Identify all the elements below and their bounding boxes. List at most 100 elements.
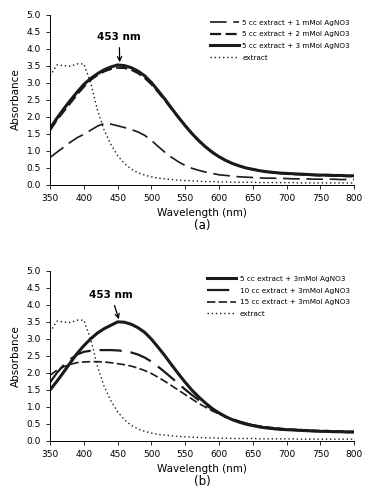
- extract: [122, 417, 127, 423]
- extract: [190, 434, 194, 440]
- 10 cc extract + 3mMol AgNO3: [68, 356, 73, 362]
- 15 cc extract + 3mMol AgNO3: [203, 404, 208, 410]
- 5 cc extract + 3mMol AgNO3: [48, 387, 52, 393]
- 5 cc extract + 3mMol AgNO3: [338, 428, 343, 434]
- 10 cc extract + 3mMol AgNO3: [332, 428, 336, 434]
- 5 cc extract + 3mMol AgNO3: [82, 342, 86, 348]
- 15 cc extract + 3mMol AgNO3: [183, 392, 187, 398]
- 5 cc extract + 1 mMol AgNO3: [345, 176, 350, 182]
- extract: [129, 166, 134, 172]
- 10 cc extract + 3mMol AgNO3: [82, 349, 86, 355]
- 5 cc extract + 2 mMol AgNO3: [352, 173, 356, 179]
- extract: [210, 178, 215, 184]
- 5 cc extract + 3 mMol AgNO3: [163, 96, 167, 102]
- 10 cc extract + 3mMol AgNO3: [257, 424, 262, 430]
- extract: [88, 336, 93, 342]
- 5 cc extract + 2 mMol AgNO3: [190, 130, 194, 136]
- 10 cc extract + 3mMol AgNO3: [352, 429, 356, 435]
- 15 cc extract + 3mMol AgNO3: [237, 418, 242, 424]
- 5 cc extract + 3mMol AgNO3: [95, 330, 99, 336]
- 15 cc extract + 3mMol AgNO3: [264, 424, 269, 430]
- 15 cc extract + 3mMol AgNO3: [210, 408, 215, 414]
- 10 cc extract + 3mMol AgNO3: [163, 369, 167, 375]
- extract: [55, 318, 59, 324]
- 5 cc extract + 3 mMol AgNO3: [291, 171, 296, 177]
- 5 cc extract + 1 mMol AgNO3: [48, 154, 52, 160]
- 5 cc extract + 2 mMol AgNO3: [122, 65, 127, 71]
- extract: [169, 433, 174, 439]
- 15 cc extract + 3mMol AgNO3: [61, 364, 66, 370]
- 15 cc extract + 3mMol AgNO3: [48, 372, 52, 378]
- extract: [183, 178, 187, 184]
- 5 cc extract + 2 mMol AgNO3: [264, 168, 269, 174]
- 5 cc extract + 1 mMol AgNO3: [332, 176, 336, 182]
- 5 cc extract + 3 mMol AgNO3: [82, 82, 86, 87]
- 5 cc extract + 3 mMol AgNO3: [68, 98, 73, 103]
- extract: [325, 436, 329, 442]
- 5 cc extract + 2 mMol AgNO3: [95, 72, 99, 78]
- extract: [318, 436, 323, 442]
- 5 cc extract + 1 mMol AgNO3: [230, 173, 235, 179]
- extract: [82, 61, 86, 67]
- extract: [68, 320, 73, 326]
- extract: [338, 180, 343, 186]
- extract: [291, 180, 296, 186]
- extract: [88, 80, 93, 86]
- extract: [352, 436, 356, 442]
- 5 cc extract + 3mMol AgNO3: [230, 417, 235, 423]
- 5 cc extract + 3 mMol AgNO3: [183, 123, 187, 129]
- extract: [318, 180, 323, 186]
- 15 cc extract + 3mMol AgNO3: [284, 426, 289, 432]
- 5 cc extract + 3mMol AgNO3: [332, 428, 336, 434]
- 5 cc extract + 3 mMol AgNO3: [142, 73, 147, 79]
- 5 cc extract + 3mMol AgNO3: [116, 319, 120, 325]
- 5 cc extract + 3mMol AgNO3: [224, 414, 228, 420]
- extract: [244, 180, 248, 186]
- extract: [142, 172, 147, 178]
- 15 cc extract + 3mMol AgNO3: [55, 367, 59, 373]
- extract: [129, 422, 134, 428]
- 15 cc extract + 3mMol AgNO3: [257, 423, 262, 429]
- 15 cc extract + 3mMol AgNO3: [142, 368, 147, 374]
- 10 cc extract + 3mMol AgNO3: [271, 426, 275, 432]
- 15 cc extract + 3mMol AgNO3: [116, 360, 120, 366]
- 15 cc extract + 3mMol AgNO3: [298, 426, 303, 432]
- extract: [176, 434, 181, 440]
- 5 cc extract + 3mMol AgNO3: [176, 371, 181, 377]
- 15 cc extract + 3mMol AgNO3: [244, 420, 248, 426]
- 5 cc extract + 2 mMol AgNO3: [251, 166, 255, 172]
- extract: [122, 160, 127, 166]
- 5 cc extract + 3mMol AgNO3: [55, 378, 59, 384]
- 5 cc extract + 1 mMol AgNO3: [318, 176, 323, 182]
- 5 cc extract + 3 mMol AgNO3: [190, 130, 194, 136]
- extract: [210, 435, 215, 441]
- 5 cc extract + 3mMol AgNO3: [203, 400, 208, 406]
- 5 cc extract + 3mMol AgNO3: [136, 324, 140, 330]
- extract: [116, 409, 120, 415]
- 5 cc extract + 3 mMol AgNO3: [122, 62, 127, 68]
- 15 cc extract + 3mMol AgNO3: [217, 411, 221, 417]
- 5 cc extract + 2 mMol AgNO3: [88, 77, 93, 83]
- extract: [217, 179, 221, 185]
- 5 cc extract + 1 mMol AgNO3: [183, 162, 187, 168]
- 5 cc extract + 1 mMol AgNO3: [325, 176, 329, 182]
- extract: [163, 176, 167, 182]
- 10 cc extract + 3mMol AgNO3: [176, 381, 181, 387]
- 5 cc extract + 3 mMol AgNO3: [217, 154, 221, 160]
- 15 cc extract + 3mMol AgNO3: [109, 360, 113, 366]
- 15 cc extract + 3mMol AgNO3: [82, 359, 86, 365]
- extract: [224, 179, 228, 185]
- 5 cc extract + 2 mMol AgNO3: [284, 171, 289, 177]
- 5 cc extract + 2 mMol AgNO3: [197, 138, 201, 143]
- extract: [217, 435, 221, 441]
- 5 cc extract + 3mMol AgNO3: [75, 350, 79, 356]
- 15 cc extract + 3mMol AgNO3: [197, 400, 201, 406]
- 10 cc extract + 3mMol AgNO3: [305, 428, 309, 434]
- 5 cc extract + 1 mMol AgNO3: [197, 168, 201, 173]
- Line: 5 cc extract + 1 mMol AgNO3: 5 cc extract + 1 mMol AgNO3: [50, 124, 354, 180]
- 5 cc extract + 3 mMol AgNO3: [305, 172, 309, 177]
- 10 cc extract + 3mMol AgNO3: [203, 402, 208, 408]
- 10 cc extract + 3mMol AgNO3: [95, 347, 99, 353]
- 5 cc extract + 2 mMol AgNO3: [116, 64, 120, 70]
- extract: [183, 434, 187, 440]
